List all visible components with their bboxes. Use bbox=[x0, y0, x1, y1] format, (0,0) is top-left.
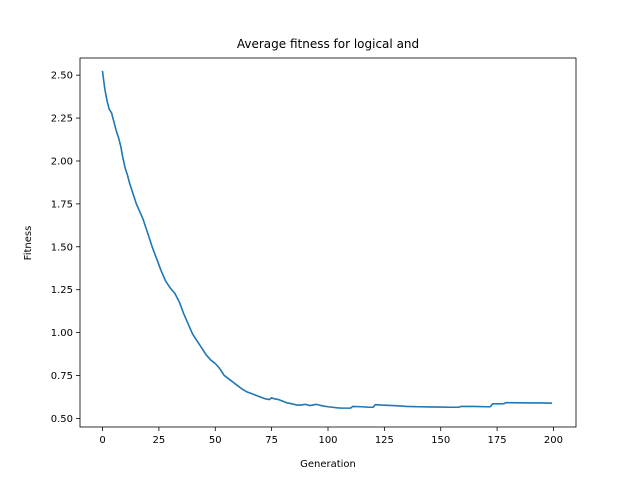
y-tick-label: 1.00 bbox=[51, 328, 73, 339]
x-tick-label: 100 bbox=[318, 435, 337, 446]
y-tick-label: 2.25 bbox=[51, 114, 73, 125]
x-tick-label: 25 bbox=[153, 435, 166, 446]
y-tick-label: 1.25 bbox=[51, 285, 73, 296]
x-axis-label: Generation bbox=[300, 459, 356, 470]
y-tick-label: 2.00 bbox=[51, 156, 73, 167]
y-tick-label: 1.75 bbox=[51, 199, 73, 210]
axis-ticks: 0 25 50 75 100 125 150 175 200 0.50 0.75 1.00 1.25 1.… bbox=[51, 71, 563, 446]
x-tick-label: 50 bbox=[209, 435, 222, 446]
plot-area-frame bbox=[79, 57, 577, 428]
series-line bbox=[101, 70, 553, 409]
y-axis-label: Fitness bbox=[23, 226, 34, 261]
y-tick-label: 0.75 bbox=[51, 371, 73, 382]
y-tick-label: 0.50 bbox=[51, 414, 73, 425]
x-tick-label: 175 bbox=[488, 435, 507, 446]
x-tick-label: 75 bbox=[265, 435, 278, 446]
chart-title: Average fitness for logical and bbox=[237, 37, 419, 51]
y-tick-label: 2.50 bbox=[51, 71, 73, 82]
x-tick-label: 0 bbox=[99, 435, 105, 446]
y-tick-label: 1.50 bbox=[51, 242, 73, 253]
x-tick-label: 150 bbox=[431, 435, 450, 446]
x-tick-label: 125 bbox=[375, 435, 394, 446]
x-tick-label: 200 bbox=[544, 435, 563, 446]
